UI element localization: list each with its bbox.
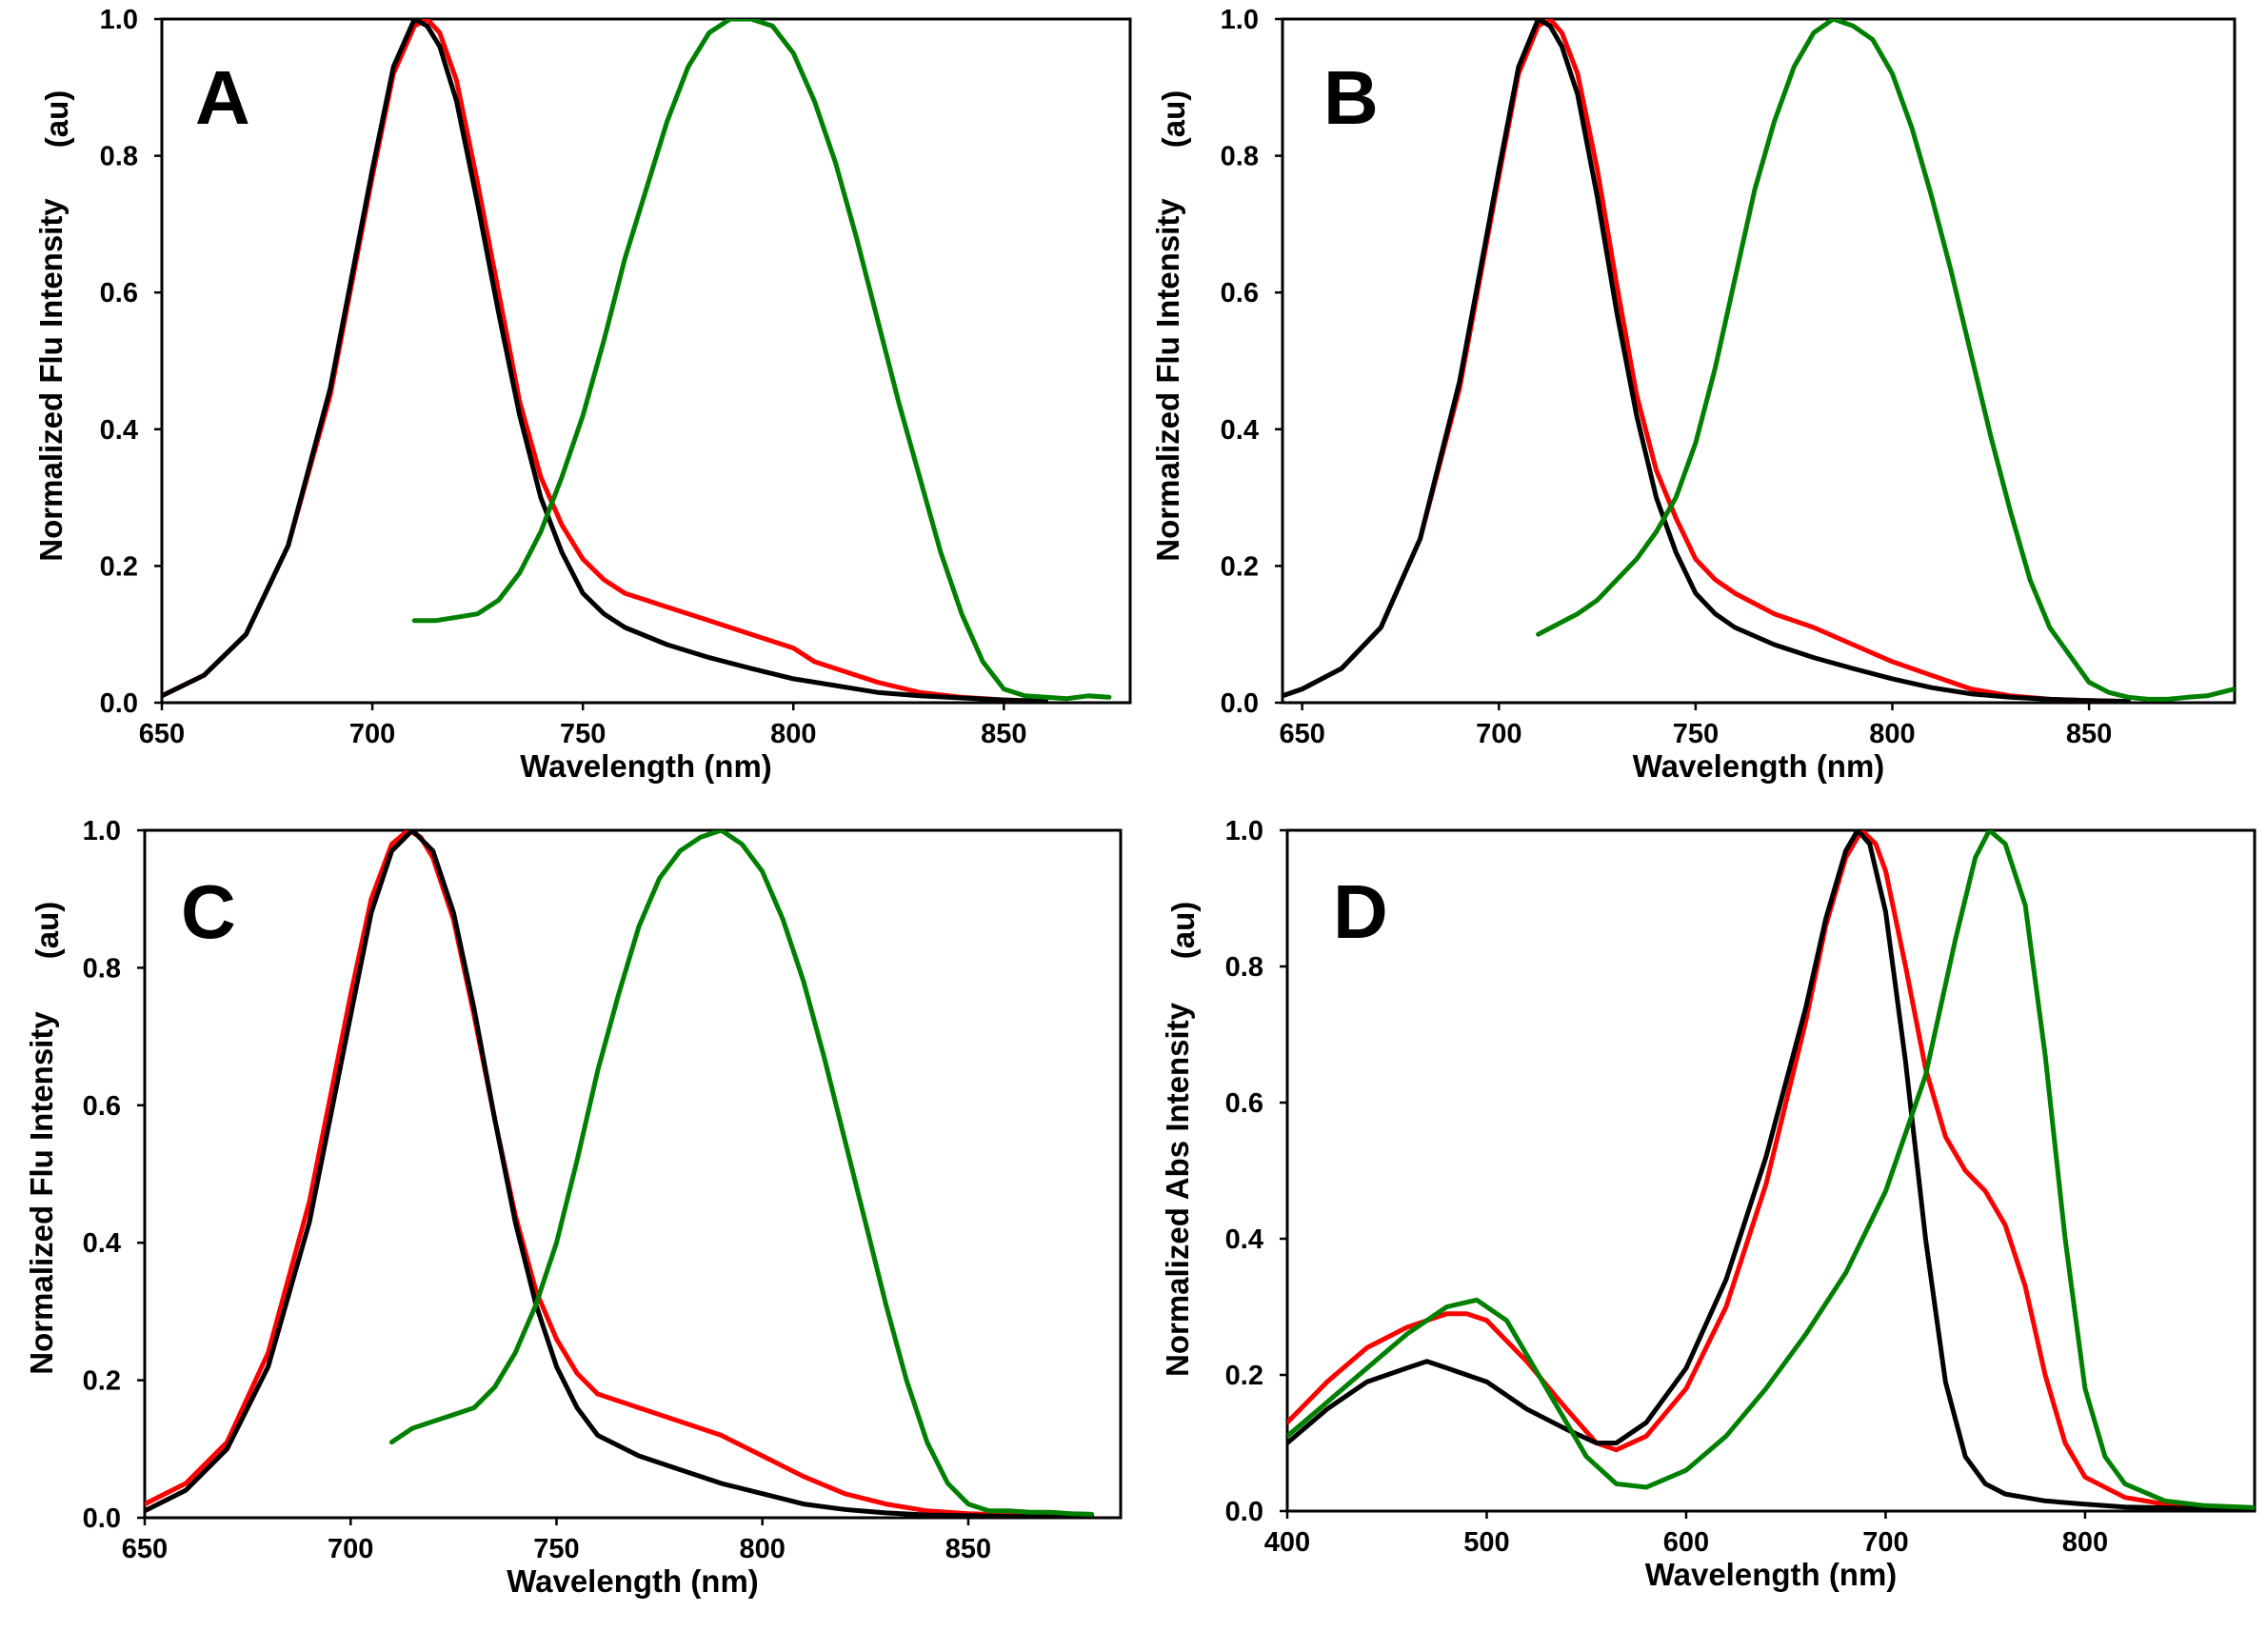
panel-b-ticks: 650 700 750 800 850 0.0 0.2 0.4 0.6 0.8 1.0 xyxy=(1221,5,2113,749)
panel-b-y-tick-label: 0.2 xyxy=(1221,551,1259,582)
panel-a-y-axis-title-unit: (au) xyxy=(39,90,74,149)
panel-b-series-green xyxy=(1536,19,2235,702)
panel-a-y-tick-label: 0.0 xyxy=(100,688,138,719)
panel-c-frame xyxy=(143,828,1123,1520)
panel-a-y-tick-label: 0.4 xyxy=(100,415,138,446)
panel-d-y-tick-label: 0.8 xyxy=(1225,952,1263,983)
panel-b-x-tick-label: 850 xyxy=(2066,719,2112,749)
panel-a-y-tick-label: 0.2 xyxy=(100,551,138,582)
panel-b-x-axis-title: Wavelength (nm) xyxy=(1633,748,1885,784)
panel-d-x-tick-label: 800 xyxy=(2062,1527,2108,1558)
panel-a-x-tick-label: 850 xyxy=(981,719,1026,749)
panel-d-y-axis-title-main: Normalized Abs Intensity xyxy=(1160,1002,1195,1377)
panel-d-ticks: 400 500 600 700 800 0.0 0.2 0.4 0.6 0.8 1.0 xyxy=(1225,816,2108,1558)
panel-a-series-black xyxy=(162,19,1049,703)
panel-a-x-tick-label: 650 xyxy=(139,719,185,749)
panel-c-series-green xyxy=(389,830,1095,1517)
panel-c-x-tick-label: 650 xyxy=(122,1534,168,1564)
panel-a-y-tick-label: 1.0 xyxy=(100,5,138,35)
panel-c-y-tick-label: 1.0 xyxy=(83,816,121,846)
panel-d-curves xyxy=(1287,830,2255,1511)
panel-b-y-tick-label: 0.8 xyxy=(1221,142,1259,172)
panel-c-x-axis-title: Wavelength (nm) xyxy=(507,1563,759,1599)
panel-c-y-axis-title: Normalized Flu Intensity (au) xyxy=(24,902,65,1375)
panel-b-y-tick-label: 0.6 xyxy=(1221,278,1259,309)
panel-b-x-tick-label: 750 xyxy=(1673,719,1719,749)
panel-d-y-tick-label: 0.4 xyxy=(1225,1224,1263,1255)
panel-a-x-tick-label: 800 xyxy=(770,719,816,749)
panel-a-frame xyxy=(160,17,1132,705)
panel-a-x-tick-label: 700 xyxy=(349,719,395,749)
panel-c-x-tick-label: 850 xyxy=(945,1534,991,1564)
panel-d-series-green xyxy=(1287,830,2255,1510)
panel-c-series-red xyxy=(145,830,1095,1518)
panel-c: 650 700 750 800 850 0.0 0.2 0.4 0.6 0.8 1.0 C Wave… xyxy=(24,816,1123,1599)
panel-a: 650 700 750 800 850 0.0 0.2 0.4 0.6 0.8 1.0 A Wave… xyxy=(33,5,1132,784)
panel-a-curves xyxy=(162,19,1112,703)
panel-a-ticks: 650 700 750 800 850 0.0 0.2 0.4 0.6 0.8 1.0 xyxy=(100,5,1027,749)
panel-c-curves xyxy=(145,830,1095,1518)
panel-d-x-tick-label: 500 xyxy=(1463,1527,1509,1558)
panel-d-y-tick-label: 1.0 xyxy=(1225,816,1263,846)
panel-d-series-red xyxy=(1287,830,2255,1511)
panel-a-x-tick-label: 750 xyxy=(560,719,606,749)
panel-c-y-axis-title-unit: (au) xyxy=(30,902,65,960)
panel-d-y-tick-label: 0.2 xyxy=(1225,1361,1263,1391)
panel-c-y-tick-label: 0.2 xyxy=(83,1366,121,1397)
panel-b-curves xyxy=(1283,19,2235,703)
panel-b-y-tick-label: 1.0 xyxy=(1221,5,1259,35)
panel-c-x-tick-label: 800 xyxy=(740,1534,785,1564)
panel-b-frame xyxy=(1281,17,2237,705)
panel-b-y-tick-label: 0.4 xyxy=(1221,415,1259,446)
panel-d-frame xyxy=(1285,828,2257,1513)
panel-c-y-tick-label: 0.0 xyxy=(83,1503,121,1534)
panel-a-series-red xyxy=(162,19,1049,703)
panel-a-series-green xyxy=(411,19,1112,702)
panel-c-x-tick-label: 700 xyxy=(328,1534,373,1564)
panel-a-letter: A xyxy=(195,55,250,140)
panel-d-y-axis-title: Normalized Abs Intensity (au) xyxy=(1160,902,1201,1377)
panel-b-y-axis-title-unit: (au) xyxy=(1156,90,1191,149)
panel-d-x-axis-title: Wavelength (nm) xyxy=(1645,1557,1898,1592)
panel-d-letter: D xyxy=(1333,869,1388,954)
panel-d: 400 500 600 700 800 0.0 0.2 0.4 0.6 0.8 1.0 D Wave… xyxy=(1160,816,2257,1592)
panel-b-x-tick-label: 650 xyxy=(1279,719,1324,749)
panel-c-y-tick-label: 0.8 xyxy=(83,953,121,984)
panel-d-y-tick-label: 0.0 xyxy=(1225,1497,1263,1527)
panel-a-y-tick-label: 0.8 xyxy=(100,142,138,172)
panel-c-letter: C xyxy=(181,869,236,954)
panel-c-y-tick-label: 0.6 xyxy=(83,1091,121,1122)
panel-d-x-tick-label: 700 xyxy=(1862,1527,1908,1558)
panel-b-y-tick-label: 0.0 xyxy=(1221,688,1259,719)
panel-b: 650 700 750 800 850 0.0 0.2 0.4 0.6 0.8 1.0 B Wave… xyxy=(1150,5,2237,784)
panel-b-y-axis-title: Normalized Flu Intensity (au) xyxy=(1150,90,1191,562)
panel-b-x-tick-label: 700 xyxy=(1476,719,1521,749)
panel-b-series-black xyxy=(1283,19,2131,703)
panel-a-y-axis-title: Normalized Flu Intensity (au) xyxy=(33,90,74,562)
panel-c-ticks: 650 700 750 800 850 0.0 0.2 0.4 0.6 0.8 1.0 xyxy=(83,816,992,1564)
panel-b-x-tick-label: 800 xyxy=(1869,719,1915,749)
panel-c-y-axis-title-main: Normalized Flu Intensity xyxy=(24,1011,59,1375)
panel-a-x-axis-title: Wavelength (nm) xyxy=(520,748,772,784)
panel-d-x-tick-label: 600 xyxy=(1663,1527,1709,1558)
panel-d-y-axis-title-unit: (au) xyxy=(1165,902,1201,960)
panel-b-series-red xyxy=(1283,19,2131,703)
panel-c-series-black xyxy=(145,830,1095,1518)
panel-c-y-tick-label: 0.4 xyxy=(83,1228,121,1259)
panel-d-x-tick-label: 400 xyxy=(1264,1527,1310,1558)
panel-d-y-tick-label: 0.6 xyxy=(1225,1088,1263,1119)
panel-a-y-tick-label: 0.6 xyxy=(100,278,138,309)
panel-b-y-axis-title-main: Normalized Flu Intensity xyxy=(1150,198,1185,562)
panel-b-letter: B xyxy=(1323,55,1379,140)
panel-c-x-tick-label: 750 xyxy=(533,1534,579,1564)
panel-a-y-axis-title-main: Normalized Flu Intensity xyxy=(33,198,69,562)
panel-d-series-black xyxy=(1287,830,2255,1511)
